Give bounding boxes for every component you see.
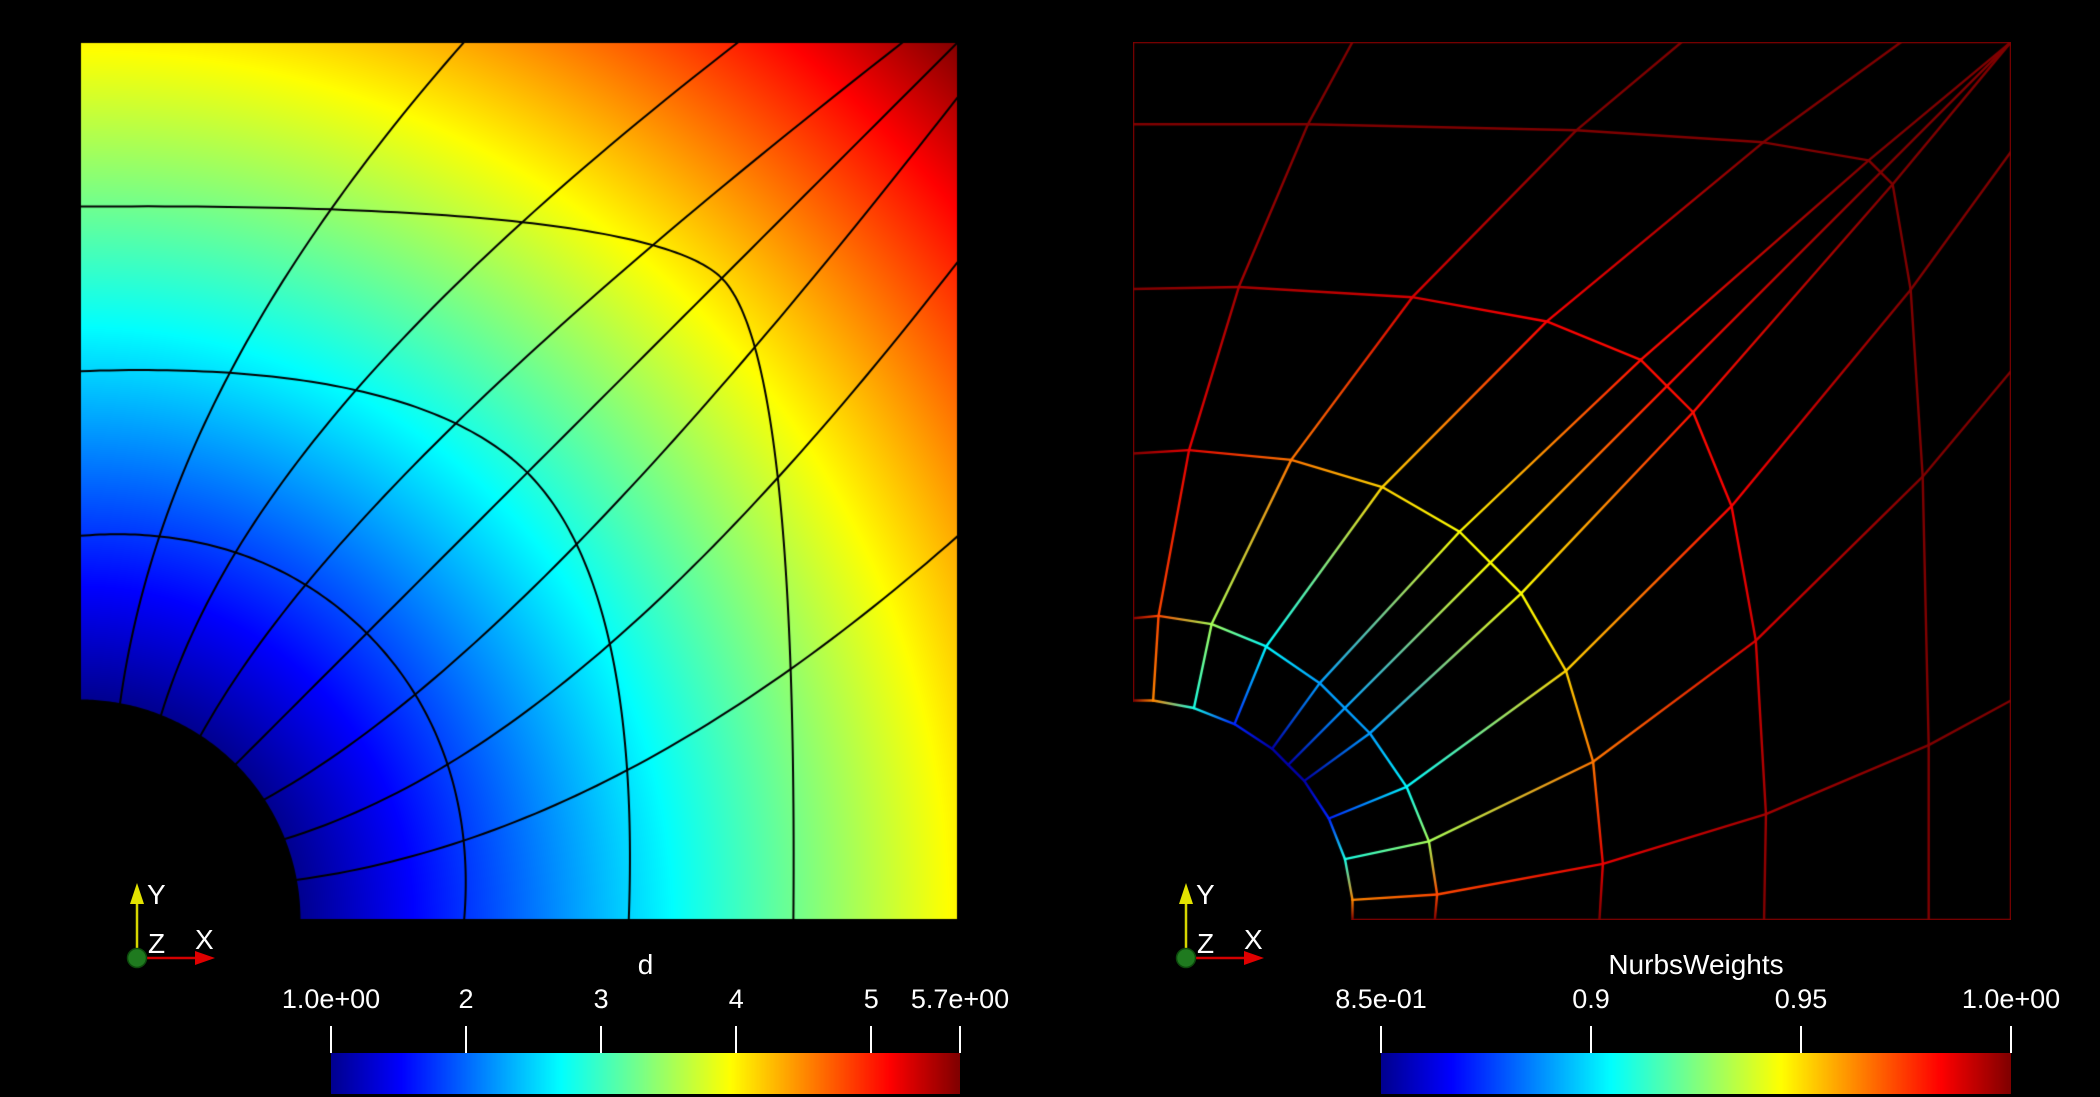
scalar-bar-tick <box>465 1026 468 1053</box>
y-axis-label: Y <box>1196 879 1215 910</box>
scalar-bar-tick <box>330 1026 332 1053</box>
z-axis-sphere-icon <box>126 947 148 969</box>
scalar-bar-tick <box>1590 1026 1592 1053</box>
x-axis-label: X <box>1244 924 1263 955</box>
z-axis-label: Z <box>1197 928 1214 959</box>
y-axis-arrow-icon <box>130 883 144 904</box>
scalar-bar-tick <box>1800 1026 1802 1053</box>
scalar-bar-gradient-d[interactable] <box>331 1053 960 1094</box>
render-view-left[interactable] <box>80 42 958 920</box>
scalar-bar-title-d: d <box>637 949 654 980</box>
scalar-bar-tick-label: 4 <box>728 984 744 1014</box>
scalar-bar-tick <box>2010 1026 2012 1053</box>
x-axis-arrow-icon <box>1244 951 1264 965</box>
orientation-axes-widget-left: Y Z X <box>126 879 215 969</box>
scalar-bar-tick-label: 5 <box>863 984 879 1014</box>
z-axis-label: Z <box>148 928 165 959</box>
scalar-bar-tick <box>600 1026 603 1053</box>
x-axis-label: X <box>195 924 214 955</box>
y-axis-arrow-icon <box>1179 883 1193 904</box>
orientation-axes-widget-right: Y Z X <box>1175 879 1264 969</box>
render-view-right[interactable] <box>1133 42 2011 920</box>
scalar-bar-tick <box>1380 1026 1382 1053</box>
scalar-bar-tick-label: 5.7e+00 <box>910 984 1010 1014</box>
z-axis-sphere-icon <box>1175 947 1197 969</box>
scalar-bar-tick-label: 1.0e+00 <box>281 984 381 1014</box>
scalar-bar-tick-label: 0.9 <box>1572 984 1610 1014</box>
scalar-bar-tick-label: 0.95 <box>1774 984 1828 1014</box>
scalar-bar-tick <box>959 1026 961 1053</box>
scalar-bar-tick <box>735 1026 738 1053</box>
scalar-bar-tick-label: 8.5e-01 <box>1335 984 1427 1014</box>
scalar-bar-tick-label: 1.0e+00 <box>1961 984 2061 1014</box>
scalar-bar-tick-label: 2 <box>458 984 474 1014</box>
scalar-bar-tick-label: 3 <box>593 984 609 1014</box>
y-axis-label: Y <box>147 879 166 910</box>
x-axis-arrow-icon <box>195 951 215 965</box>
scalar-bar-title-nurbsweights: NurbsWeights <box>1608 949 1784 980</box>
scalar-bar-gradient-nurbsweights[interactable] <box>1381 1053 2011 1094</box>
scalar-bar-tick <box>870 1026 873 1053</box>
